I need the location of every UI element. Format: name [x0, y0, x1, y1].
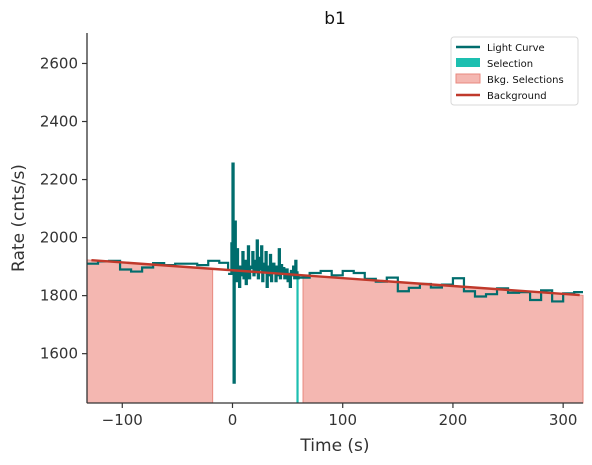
selection-region — [296, 273, 299, 403]
y-tick-label: 1800 — [40, 287, 78, 305]
x-tick-label: 0 — [228, 411, 238, 429]
x-tick-label: 100 — [328, 411, 357, 429]
x-axis-label: Time (s) — [299, 436, 369, 456]
axes: −100 0 100 200 300 1600 1800 2000 2200 2400 2600 — [40, 33, 583, 429]
y-tick-label: 1600 — [40, 345, 78, 363]
y-tick-label: 2000 — [40, 229, 78, 247]
legend-box — [450, 36, 579, 106]
y-axis-label: Rate (cnts/s) — [9, 164, 29, 272]
x-tick-label: −100 — [102, 411, 143, 429]
bkg-selection-region-1 — [86, 259, 214, 404]
y-tick-label: 2600 — [40, 54, 78, 72]
legend-label-bkg-selection: Bkg. Selections — [487, 75, 564, 86]
legend-swatch-selection — [456, 58, 480, 67]
legend: Light Curve Selection Bkg. Selections Backg… — [450, 36, 579, 106]
plot-area — [86, 162, 584, 404]
background-fit-line — [91, 259, 580, 297]
y-tick-label: 2400 — [40, 113, 78, 131]
legend-label-light-curve: Light Curve — [487, 43, 545, 54]
x-tick-label: 200 — [439, 411, 468, 429]
chart-title: b1 — [324, 9, 346, 29]
legend-label-selection: Selection — [487, 59, 533, 70]
y-tick-label: 2200 — [40, 171, 78, 189]
legend-label-background: Background — [487, 91, 547, 102]
legend-swatch-bkg-selection — [455, 73, 481, 84]
x-tick-label: 300 — [549, 411, 578, 429]
